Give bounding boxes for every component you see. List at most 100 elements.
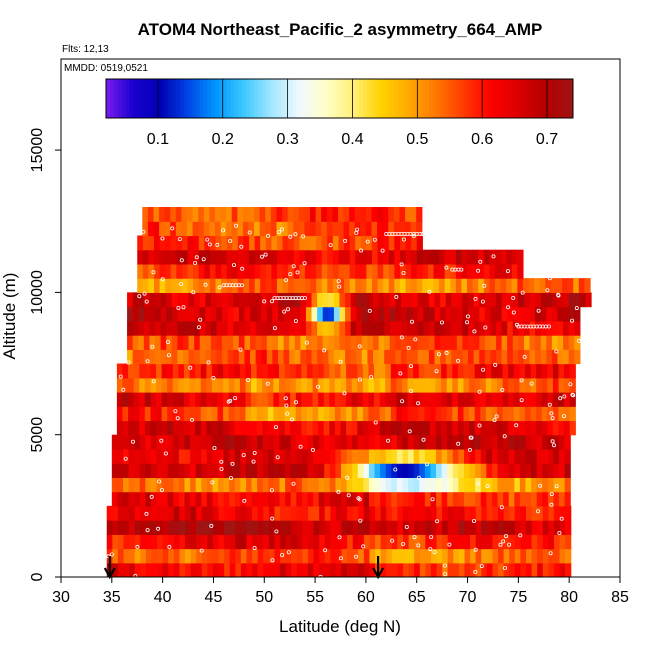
heatmap-cell — [293, 221, 300, 237]
heatmap-cell — [322, 306, 329, 322]
heatmap-cell — [201, 491, 208, 507]
heatmap-cell — [315, 221, 322, 237]
heatmap-cell — [329, 463, 337, 478]
heatmap-cell — [307, 534, 315, 550]
heatmap-cell — [345, 292, 352, 308]
heatmap-cell — [273, 420, 280, 436]
heatmap-cell — [155, 320, 162, 336]
heatmap-cell — [564, 377, 571, 393]
heatmap-cell — [226, 278, 233, 293]
heatmap-cell — [523, 335, 531, 350]
sample-point — [293, 400, 298, 405]
heatmap-cell — [154, 249, 161, 265]
heatmap-cell — [188, 292, 195, 308]
sample-point — [447, 542, 452, 547]
heatmap-cell — [229, 548, 236, 564]
heatmap-cell — [436, 463, 443, 478]
heatmap-cell — [523, 292, 531, 308]
heatmap-cell — [514, 520, 521, 535]
colorbar-segment — [273, 79, 278, 118]
sample-point — [207, 242, 212, 247]
heatmap-cell — [497, 477, 504, 493]
heatmap-cell — [112, 520, 119, 535]
colorbar-segment — [362, 79, 368, 118]
heatmap-cell — [116, 406, 124, 422]
heatmap-cell — [139, 363, 146, 379]
heatmap-cell — [321, 207, 328, 222]
heatmap-cell — [168, 505, 175, 521]
heatmap-cell — [138, 335, 145, 350]
heatmap-cell — [347, 534, 354, 550]
heatmap-cell — [252, 548, 259, 564]
heatmap-cell — [416, 263, 423, 279]
heatmap-cell — [328, 335, 335, 350]
heatmap-cell — [162, 434, 169, 450]
heatmap-cell — [198, 207, 205, 222]
heatmap-cell — [452, 491, 459, 507]
heatmap-cell — [341, 463, 348, 478]
heatmap-cell — [486, 463, 493, 478]
heatmap-cell — [246, 505, 253, 521]
heatmap-cell — [271, 278, 278, 293]
heatmap-cell — [503, 434, 510, 450]
heatmap-cell — [523, 349, 531, 365]
heatmap-cell — [524, 406, 532, 422]
heatmap-cell — [261, 349, 268, 365]
heatmap-cell — [159, 263, 166, 279]
heatmap-cell — [167, 463, 174, 478]
heatmap-cell — [525, 505, 533, 521]
colorbar-tick-label: 0.1 — [147, 131, 169, 148]
heatmap-cell — [547, 363, 554, 379]
heatmap-cell — [285, 448, 292, 464]
heatmap-cell — [168, 548, 175, 564]
heatmap-cell — [183, 377, 191, 393]
heatmap-cell — [279, 448, 286, 464]
heatmap-cell — [442, 520, 449, 535]
colorbar-segment — [425, 79, 430, 118]
heatmap-cell — [380, 463, 387, 478]
sample-point — [266, 233, 271, 238]
sample-point — [269, 299, 274, 304]
heatmap-cell — [486, 562, 494, 577]
heatmap-cell — [552, 377, 560, 393]
sample-point — [577, 338, 582, 343]
heatmap-cell — [458, 477, 465, 493]
heatmap-cell — [133, 406, 140, 422]
sample-point — [285, 411, 290, 416]
heatmap-cell — [245, 434, 253, 450]
sample-point — [199, 548, 204, 553]
colorbar-segment — [549, 79, 555, 118]
heatmap-cell — [368, 392, 375, 407]
heatmap-cell — [112, 548, 119, 564]
colorbar-segment — [296, 79, 302, 118]
heatmap-cell — [557, 306, 564, 322]
sample-point — [144, 511, 149, 516]
heatmap-cell — [142, 249, 150, 265]
heatmap-cell — [322, 292, 329, 308]
heatmap-cell — [501, 292, 508, 308]
heatmap-cell — [293, 235, 300, 251]
heatmap-cell — [556, 278, 563, 293]
heatmap-cell — [395, 335, 402, 350]
sample-point — [494, 414, 499, 419]
heatmap-cell — [530, 392, 537, 407]
heatmap-cell — [537, 505, 544, 521]
heatmap-cell — [518, 306, 525, 322]
heatmap-cell — [478, 278, 485, 293]
heatmap-cell — [350, 320, 357, 336]
heatmap-cell — [296, 505, 303, 521]
heatmap-cell — [234, 491, 241, 507]
heatmap-cell — [227, 292, 234, 308]
sample-point — [550, 439, 555, 444]
heatmap-cell — [567, 278, 574, 293]
heatmap-cell — [456, 292, 464, 308]
heatmap-cell — [262, 491, 269, 507]
heatmap-cell — [410, 207, 417, 222]
heatmap-cell — [145, 448, 152, 464]
heatmap-cell — [276, 278, 284, 293]
heatmap-cell — [559, 520, 566, 535]
sample-point — [135, 544, 140, 549]
heatmap-cell — [321, 278, 328, 293]
heatmap-cell — [284, 420, 291, 436]
colorbar-segment — [331, 79, 337, 118]
